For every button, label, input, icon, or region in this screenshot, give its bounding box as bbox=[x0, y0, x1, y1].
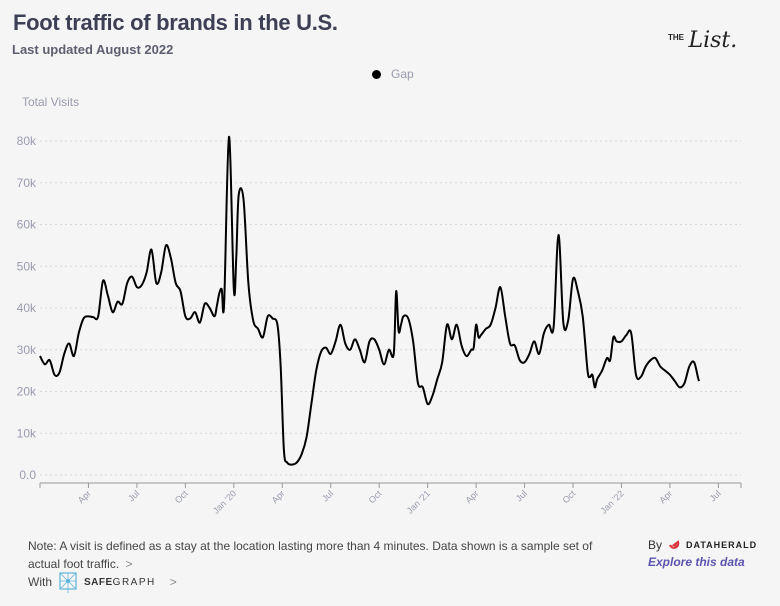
x-tick-label: Jul bbox=[708, 488, 723, 503]
partner-name: SAFEGRAPH bbox=[84, 576, 156, 588]
y-tick-label: 10k bbox=[17, 426, 37, 440]
x-tick-label: Oct bbox=[173, 488, 190, 505]
footnote-text: Note: A visit is defined as a stay at th… bbox=[28, 539, 593, 571]
legend-label: Gap bbox=[391, 67, 414, 81]
y-tick-label: 40k bbox=[17, 301, 37, 315]
x-tick-label: Jul bbox=[514, 488, 529, 503]
partner-chevron-icon[interactable]: > bbox=[169, 575, 177, 589]
x-tick-label: Jan '22 bbox=[598, 488, 625, 515]
logo-name: List. bbox=[688, 28, 738, 53]
x-tick-label: Apr bbox=[76, 488, 93, 505]
dataherald-logo-icon bbox=[668, 540, 680, 549]
safegraph-logo-icon bbox=[59, 572, 77, 593]
x-tick-label: Apr bbox=[657, 488, 674, 505]
x-tick-label: Apr bbox=[270, 488, 287, 505]
explore-data-link[interactable]: Explore this data bbox=[648, 555, 745, 569]
x-tick-label: Jan '20 bbox=[211, 488, 238, 515]
footnote: Note: A visit is defined as a stay at th… bbox=[28, 537, 608, 573]
by-label: By bbox=[648, 538, 663, 552]
byline: By DATAHERALD bbox=[648, 538, 757, 552]
legend-marker-icon bbox=[372, 69, 381, 79]
y-tick-label: 70k bbox=[17, 176, 37, 190]
x-tick-label: Oct bbox=[367, 488, 384, 505]
logo-prefix: THE bbox=[668, 33, 684, 42]
y-axis-label: Total Visits bbox=[22, 95, 80, 109]
x-tick-label: Apr bbox=[464, 488, 481, 505]
y-axis-ticks: 0.0 10k 20k 30k 40k 50k 60k 70k 80k bbox=[17, 134, 37, 482]
y-tick-label: 60k bbox=[17, 218, 37, 232]
x-tick-label: Jul bbox=[320, 488, 335, 503]
y-tick-label: 50k bbox=[17, 259, 37, 273]
x-axis: Apr Jul Oct Jan '20 Apr Jul Oct Jan '21 Apr Jul Oc… bbox=[39, 482, 742, 516]
x-tick-label: Jul bbox=[126, 488, 141, 503]
line-chart: 0.0 10k 20k 30k 40k 50k 60k 70k 80k Apr Jul Oct Jan… bbox=[17, 134, 742, 516]
chart-title: Foot traffic of brands in the U.S. bbox=[13, 10, 338, 35]
y-tick-label: 20k bbox=[17, 385, 37, 399]
y-tick-label: 80k bbox=[17, 134, 37, 148]
series-lines bbox=[39, 135, 700, 466]
gridlines bbox=[40, 140, 741, 476]
publisher-name[interactable]: DATAHERALD bbox=[686, 540, 758, 550]
y-tick-label: 30k bbox=[17, 343, 37, 357]
y-tick-label: 0.0 bbox=[19, 468, 36, 482]
the-list-logo[interactable]: THE List. bbox=[668, 28, 737, 53]
legend[interactable]: Gap bbox=[372, 67, 414, 81]
x-tick-label: Jan '21 bbox=[405, 488, 432, 515]
with-label: With bbox=[28, 575, 52, 589]
series-line-gap bbox=[39, 135, 700, 466]
chart-subtitle: Last updated August 2022 bbox=[12, 42, 174, 57]
x-tick-label: Oct bbox=[560, 488, 577, 505]
footnote-chevron-icon[interactable]: > bbox=[125, 557, 133, 571]
data-partner[interactable]: With SAFEGRAPH > bbox=[28, 571, 177, 593]
